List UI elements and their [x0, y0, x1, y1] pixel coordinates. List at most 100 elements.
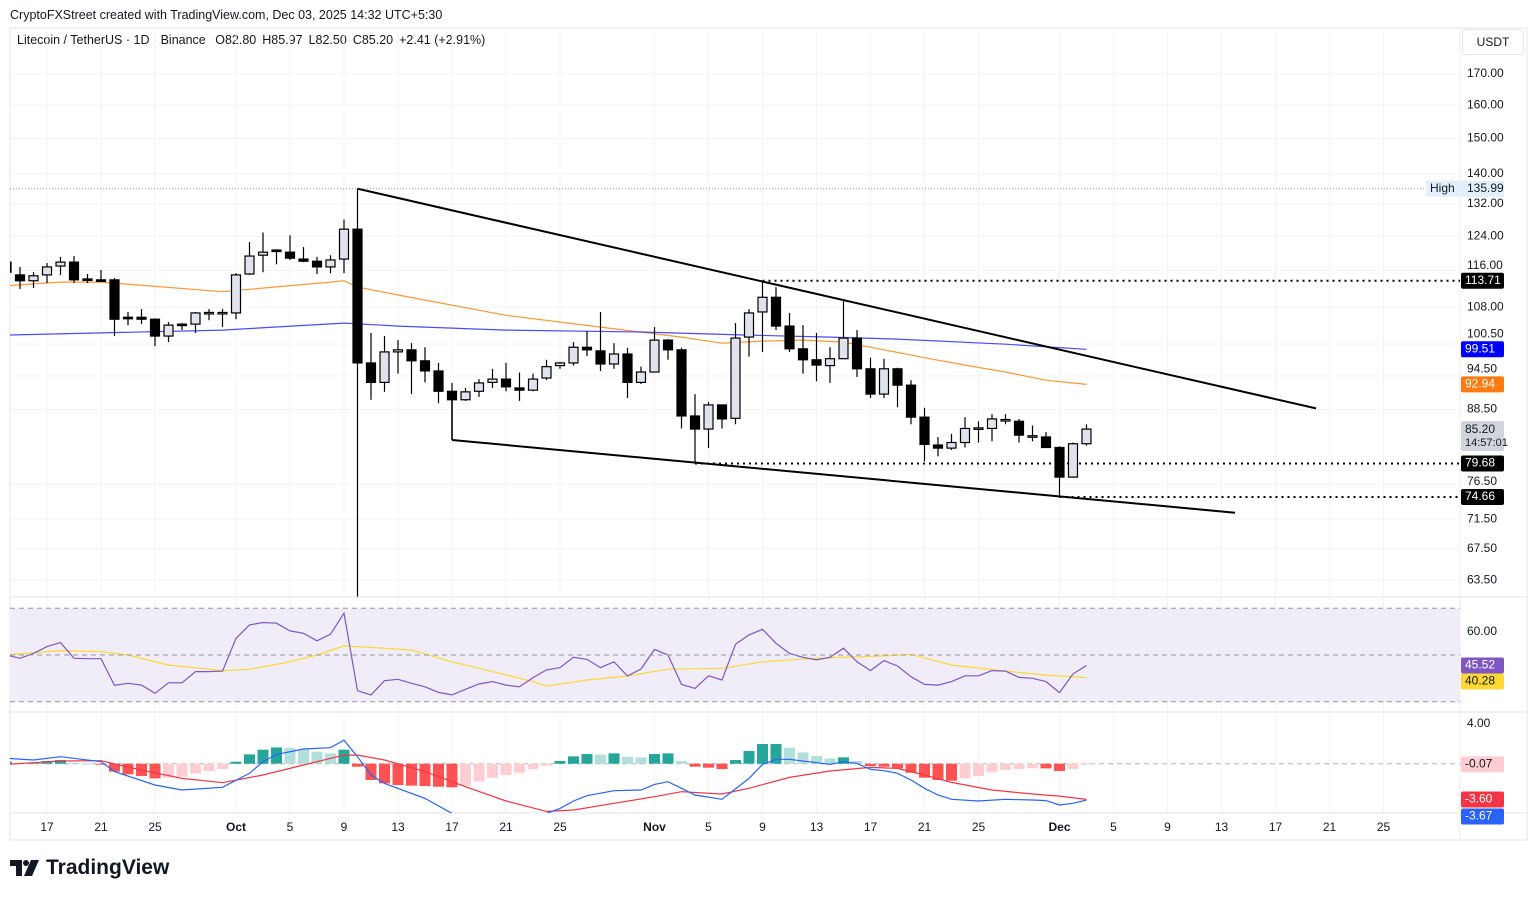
ma-slow-tag: 99.51 [1461, 341, 1504, 358]
candle [784, 312, 795, 352]
candle-body [14, 274, 26, 282]
candle [676, 347, 687, 429]
price-tag-bg [1461, 376, 1504, 393]
candle-body [878, 368, 890, 395]
price-axis-label: 150.00 [1467, 131, 1504, 145]
macd-histogram-bar [284, 747, 296, 764]
time-axis-label: Nov [643, 820, 666, 834]
rsi-ma-tag: 40.28 [1461, 673, 1504, 690]
level-price-tag: 113.71 [1461, 272, 1504, 289]
macd-histogram-bar [1054, 763, 1065, 772]
candle [1027, 425, 1038, 442]
candle [581, 331, 593, 357]
price-tag-bg [1461, 756, 1504, 773]
level-price-tag: 79.68 [1461, 455, 1504, 472]
macd-histogram-bar [797, 752, 809, 764]
price-change: +2.41 (+2.91%) [399, 33, 486, 47]
time-axis-label: 21 [918, 820, 932, 834]
candle-body [986, 418, 998, 430]
time-axis-label: Oct [226, 820, 246, 834]
macd-histogram-bar [230, 761, 242, 764]
candle-body [298, 258, 309, 262]
price-tag-bg [1461, 657, 1504, 674]
macd-histogram-bar [500, 763, 512, 776]
macd-histogram-bar [703, 763, 714, 768]
candle [986, 414, 998, 442]
candle [68, 256, 80, 284]
currency-unit-button[interactable]: USDT [1462, 29, 1524, 55]
ma-fast-tag: 92.94 [1461, 376, 1504, 393]
candle-body [757, 296, 768, 313]
time-axis-label: 5 [287, 820, 294, 834]
candle [406, 343, 417, 395]
rsi-tag: 45.52 [1461, 657, 1504, 674]
price-tag-label: 113.71 [1465, 273, 1501, 287]
candle-body [1027, 435, 1038, 438]
upper-trendline [357, 187, 1317, 410]
macd-histogram-bar [757, 744, 768, 764]
macd-signal-tag: -3.60 [1461, 791, 1504, 808]
candle [1081, 424, 1092, 446]
candle-body [730, 337, 741, 419]
price-tag-bg [1461, 272, 1504, 289]
candle-body [379, 351, 390, 383]
candle-body [905, 384, 917, 418]
macd-histogram-bar [635, 757, 647, 764]
candle [28, 272, 39, 289]
time-axis-label: 21 [94, 820, 108, 834]
macd-histogram-bar [298, 749, 309, 764]
candle [1000, 414, 1011, 425]
time-axis-label: 5 [1110, 820, 1117, 834]
candle-body [932, 444, 944, 449]
candle [919, 407, 930, 462]
price-tag-bg [1461, 791, 1504, 808]
price-axis-label: 88.50 [1467, 402, 1497, 416]
macd-hist-tag: -0.07 [1461, 756, 1504, 773]
time-axis-label: 25 [148, 820, 162, 834]
candle-body [946, 441, 957, 449]
candle [55, 256, 66, 275]
tradingview-logo[interactable]: TradingView [10, 856, 169, 880]
candle [95, 270, 107, 282]
candle [689, 394, 701, 464]
candle [865, 357, 876, 399]
time-axis-label: 17 [864, 820, 878, 834]
candle-body [851, 337, 863, 370]
candle [379, 336, 390, 392]
candle [770, 287, 782, 331]
macd-histogram-bar [1067, 763, 1079, 770]
macd-histogram-bar [190, 763, 201, 774]
macd-axis-label: 4.00 [1467, 716, 1491, 730]
candle [230, 273, 242, 320]
candle-body [419, 360, 431, 372]
time-axis-label: 13 [810, 820, 824, 834]
candle [352, 188, 363, 597]
candle-body [311, 260, 323, 268]
macd-histogram-bar [811, 756, 822, 764]
time-axis-label: 17 [1269, 820, 1283, 834]
candle-body [622, 353, 633, 383]
candle-body [892, 368, 903, 386]
candle-body [446, 390, 458, 401]
rsi-ma-line [10, 645, 1087, 687]
price-axis-label: 94.50 [1467, 362, 1497, 376]
candle-body [284, 251, 296, 259]
candle-body [514, 387, 525, 391]
candle-body [1000, 418, 1011, 422]
candle-body [1067, 443, 1079, 478]
candle-body [865, 368, 876, 395]
symbol-name[interactable]: Litecoin / TetherUS · 1D · Binance [17, 33, 206, 47]
candle [271, 249, 282, 265]
candle [41, 262, 53, 284]
candle-body [959, 427, 971, 444]
candle [163, 322, 174, 343]
price-tag-bg [1461, 421, 1504, 452]
time-axis-label: 17 [445, 820, 459, 834]
macd-histogram-bar [433, 763, 444, 787]
logo-text: TradingView [46, 856, 170, 879]
candle-body [487, 378, 498, 383]
candle [595, 311, 606, 371]
candle-body [689, 415, 701, 430]
rsi-axis-label: 60.00 [1467, 624, 1497, 638]
